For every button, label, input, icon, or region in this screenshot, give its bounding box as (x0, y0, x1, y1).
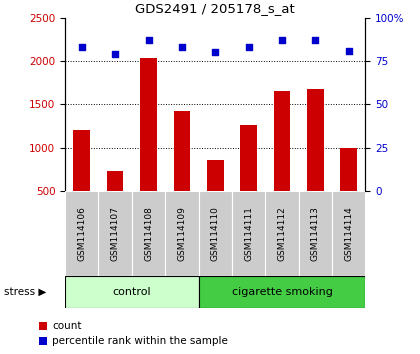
Text: GSM114108: GSM114108 (144, 206, 153, 261)
Bar (65, 191, 98, 276)
Text: GSM114113: GSM114113 (311, 206, 320, 261)
Bar (132, 191, 165, 276)
Point (79, 44, 85, 50)
Point (245, 44, 252, 50)
Bar (332, 191, 365, 276)
Bar (307, 89, 324, 235)
Text: stress ▶: stress ▶ (4, 287, 47, 297)
Bar (299, 191, 332, 276)
Bar (74, 131, 90, 235)
Bar (199, 276, 365, 308)
Point (278, 38, 285, 43)
Bar (98, 191, 132, 276)
Text: GSM114109: GSM114109 (177, 206, 186, 261)
Bar (340, 148, 357, 235)
Legend: count, percentile rank within the sample: count, percentile rank within the sample (39, 321, 228, 347)
Point (212, 50, 218, 55)
Bar (274, 91, 290, 235)
Text: GSM114111: GSM114111 (244, 206, 253, 261)
Point (312, 38, 319, 43)
Bar (232, 191, 265, 276)
Text: cigarette smoking: cigarette smoking (231, 287, 332, 297)
Bar (165, 191, 199, 276)
Text: GSM114112: GSM114112 (278, 206, 286, 261)
Text: GSM114114: GSM114114 (344, 206, 353, 261)
Bar (240, 125, 257, 235)
Bar (107, 171, 123, 235)
Text: GSM114107: GSM114107 (110, 206, 120, 261)
Bar (265, 191, 299, 276)
Text: GSM114110: GSM114110 (211, 206, 220, 261)
Bar (199, 191, 232, 276)
Point (112, 51, 118, 57)
Bar (140, 58, 157, 235)
Bar (207, 160, 223, 235)
Point (345, 48, 352, 53)
Bar (65, 276, 199, 308)
Title: GDS2491 / 205178_s_at: GDS2491 / 205178_s_at (135, 2, 295, 15)
Text: control: control (113, 287, 151, 297)
Point (178, 44, 185, 50)
Bar (173, 110, 190, 235)
Text: GSM114106: GSM114106 (77, 206, 86, 261)
Point (145, 38, 152, 43)
